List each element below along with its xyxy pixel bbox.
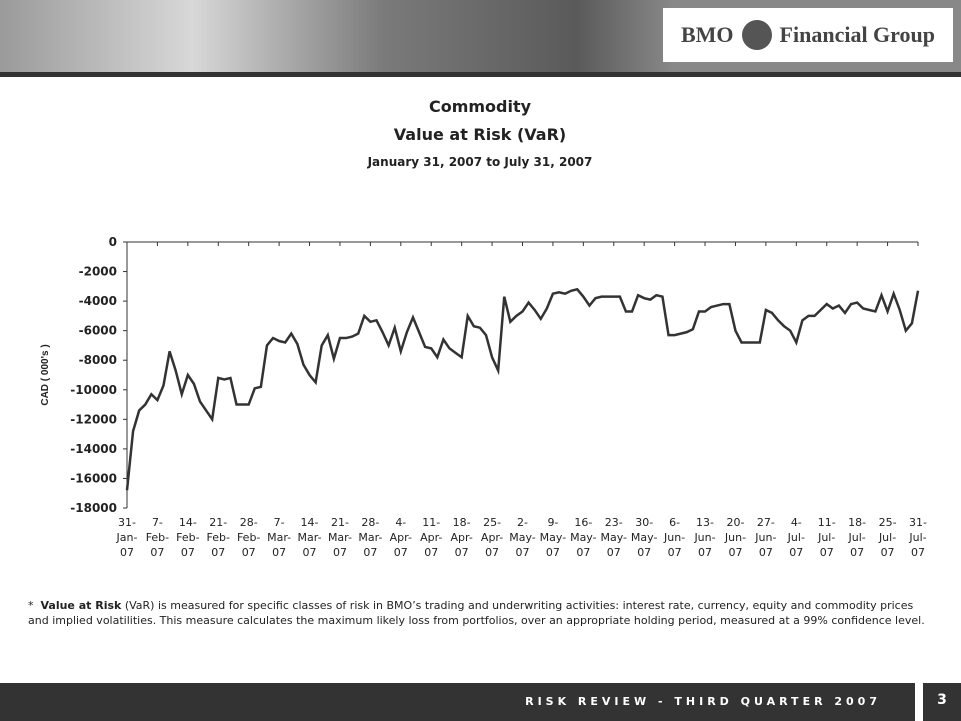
footnote-text: (VaR) is measured for specific classes o…	[28, 599, 925, 627]
x-tick-label: 11-Jul-07	[817, 516, 836, 559]
x-tick-label: 28-Mar-07	[358, 516, 382, 559]
x-tick-label: 18-Jul-07	[848, 516, 867, 559]
page-number: 3	[915, 683, 961, 721]
x-tick-label: 2-May-07	[509, 516, 536, 559]
x-tick-label: 21-Feb-07	[207, 516, 230, 559]
x-tick-label: 23-May-07	[601, 516, 628, 559]
rule	[0, 72, 961, 77]
footnote-marker: *	[28, 599, 34, 612]
data-line	[125, 287, 920, 491]
x-tick-label: 14-Mar-07	[298, 516, 322, 559]
x-tick-label: 13-Jun-07	[693, 516, 715, 559]
x-tick-label: 7-Feb-07	[146, 516, 169, 559]
x-tick-label: 16-May-07	[570, 516, 597, 559]
x-tick-label: 4-Jul-07	[787, 516, 805, 559]
brand-suffix: Financial Group	[779, 22, 936, 47]
y-tick-label: -10000	[70, 383, 117, 397]
x-tick-label: 27-Jun-07	[754, 516, 776, 559]
y-tick-label: -8000	[79, 353, 117, 367]
brand: BMO	[680, 22, 734, 47]
x-tick-label: 7-Mar-07	[267, 516, 291, 559]
x-tick-label: 25-Jul-07	[878, 516, 897, 559]
x-tick-label: 18-Apr-07	[451, 516, 473, 559]
x-tick-label: 31-Jan-07	[116, 516, 138, 559]
logo-mark	[741, 20, 772, 50]
chart: Commodity Value at Risk (VaR) January 31…	[40, 97, 927, 559]
logo: BMO Financial Group	[663, 8, 953, 62]
x-tick-label: 30-May-07	[631, 516, 658, 559]
x-tick-label: 4-Apr-07	[390, 516, 412, 559]
chart-title: Value at Risk (VaR)	[394, 125, 566, 144]
y-tick-label: -4000	[79, 294, 117, 308]
x-tick-label: 31-Jul-07	[908, 516, 927, 559]
x-tick-label: 11-Apr-07	[420, 516, 442, 559]
y-tick-label: -2000	[79, 265, 117, 279]
x-tick-label: 6-Jun-07	[663, 516, 685, 559]
y-tick-label: -16000	[70, 471, 117, 485]
x-tick-label: 28-Feb-07	[237, 516, 260, 559]
footer: RISK REVIEW - THIRD QUARTER 2007 3	[0, 683, 961, 721]
y-tick-label: -14000	[70, 442, 117, 456]
banner: BMO Financial Group	[0, 0, 961, 72]
footnote: * Value at Risk (VaR) is measured for sp…	[28, 598, 928, 628]
y-tick-label: -6000	[79, 324, 117, 338]
chart-title: Commodity	[429, 97, 532, 116]
x-tick-label: 25-Apr-07	[481, 516, 503, 559]
y-tick-label: -18000	[70, 501, 117, 515]
footnote-term: Value at Risk	[40, 599, 122, 612]
x-tick-label: 20-Jun-07	[724, 516, 746, 559]
x-tick-label: 14-Feb-07	[176, 516, 199, 559]
y-tick-label: -12000	[70, 412, 117, 426]
footer-text: RISK REVIEW - THIRD QUARTER 2007	[525, 695, 881, 708]
y-axis-label: CAD ( 000's )	[40, 344, 51, 405]
chart-subtitle: January 31, 2007 to July 31, 2007	[367, 155, 593, 169]
x-tick-label: 9-May-07	[540, 516, 567, 559]
y-tick-label: 0	[109, 235, 117, 249]
x-tick-label: 21-Mar-07	[328, 516, 352, 559]
